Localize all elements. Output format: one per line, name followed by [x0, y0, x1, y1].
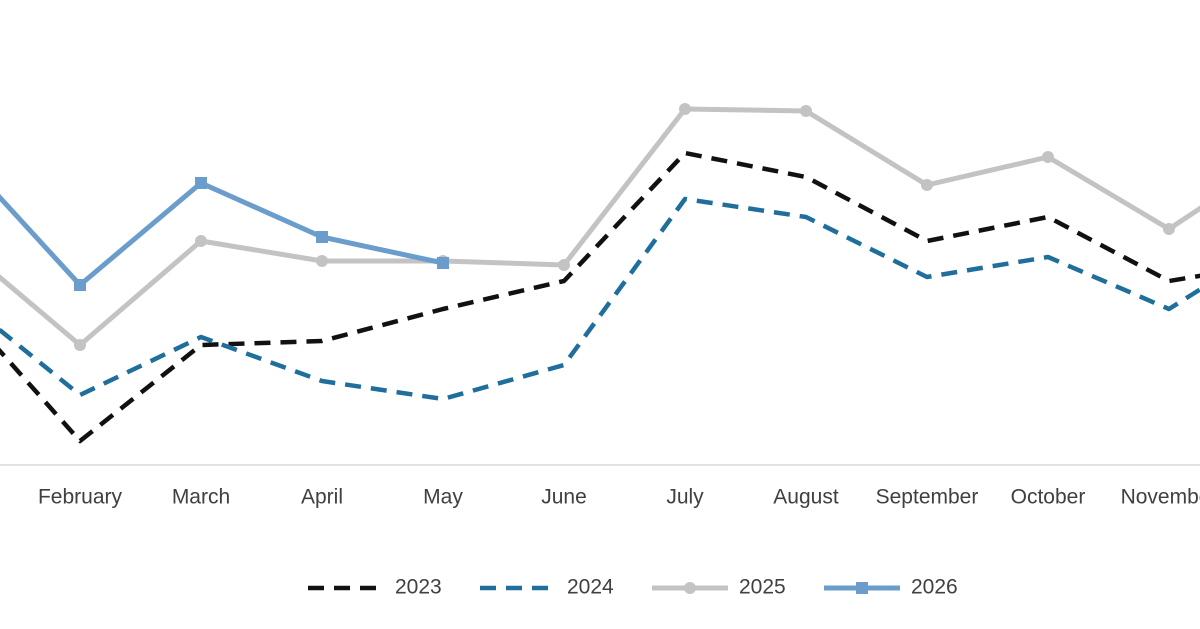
x-tick-label: April [301, 486, 343, 509]
series-line [0, 196, 1200, 402]
legend-marker [856, 582, 868, 594]
legend-marker [684, 582, 696, 594]
point-marker [195, 235, 207, 247]
legend-label: 2024 [567, 576, 614, 599]
point-marker [74, 279, 86, 291]
x-tick-label: August [773, 486, 839, 509]
point-marker [921, 179, 933, 191]
legend-label: 2025 [739, 576, 786, 599]
point-marker [558, 259, 570, 271]
point-marker [800, 105, 812, 117]
x-tick-label: September [876, 486, 979, 509]
x-tick-label: March [172, 486, 230, 509]
x-tick-label: July [666, 486, 704, 509]
x-tick-label: November [1121, 486, 1200, 509]
x-tick-label: June [541, 486, 587, 509]
legend-label: 2023 [395, 576, 442, 599]
point-marker [316, 231, 328, 243]
series-line [0, 150, 1200, 444]
point-marker [1163, 223, 1175, 235]
point-marker [74, 339, 86, 351]
point-marker [195, 177, 207, 189]
legend-label: 2026 [911, 576, 958, 599]
x-tick-label: October [1011, 486, 1086, 509]
point-marker [679, 103, 691, 115]
point-marker [437, 257, 449, 269]
series-line [0, 106, 1200, 348]
point-marker [316, 255, 328, 267]
x-tick-label: February [38, 486, 123, 509]
x-tick-label: May [423, 486, 463, 509]
point-marker [1042, 151, 1054, 163]
